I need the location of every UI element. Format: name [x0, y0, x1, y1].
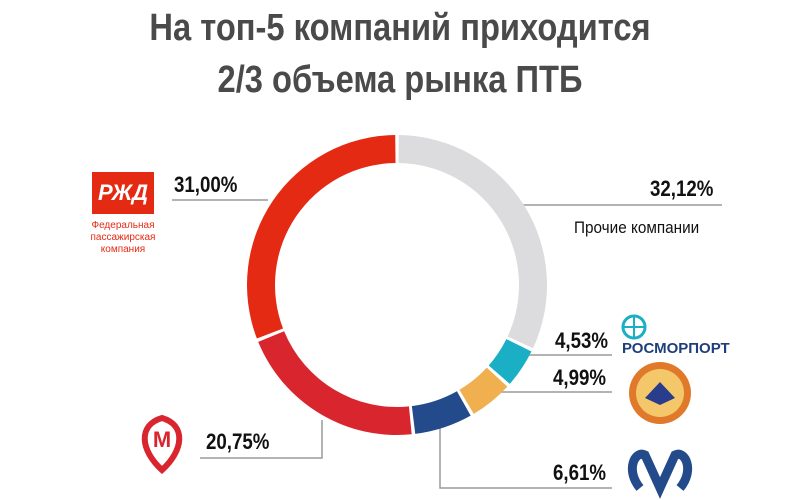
donut-slice-3: [411, 391, 471, 434]
rzd-logo: РЖД: [92, 172, 154, 214]
rosmorport-globe-icon: [621, 314, 647, 340]
donut-slice-2: [459, 367, 508, 414]
svg-text:M: M: [153, 427, 171, 452]
label-others: 32,12%: [650, 176, 714, 201]
donut-slice-5: [246, 135, 396, 339]
label-rzd: 31,00%: [174, 172, 238, 197]
spb-metro-logo: [627, 449, 693, 499]
leader-lines: [172, 199, 722, 489]
donut-slice-4: [258, 331, 412, 435]
rosgvardia-emblem: [629, 362, 691, 424]
leader-moscow-metro: [200, 420, 323, 459]
chart-title: На топ-5 компаний приходится 2/3 объема р…: [149, 7, 651, 101]
donut-slice-0: [398, 135, 547, 349]
moscow-metro-logo: M: [141, 414, 183, 475]
label-moscow-metro: 20,75%: [206, 429, 270, 454]
rosmorport-logo: РОСМОРПОРТ: [622, 340, 730, 357]
rzd-caption: Федеральная пассажирская компания: [90, 220, 156, 255]
others-caption: Прочие компании: [574, 218, 700, 237]
label-spb-metro: 6,61%: [553, 460, 607, 485]
label-rosmorport: 4,53%: [555, 328, 609, 353]
leader-spb-metro: [439, 425, 612, 489]
donut-slice-1: [488, 339, 532, 384]
label-rosgvardia: 4,99%: [553, 365, 607, 390]
